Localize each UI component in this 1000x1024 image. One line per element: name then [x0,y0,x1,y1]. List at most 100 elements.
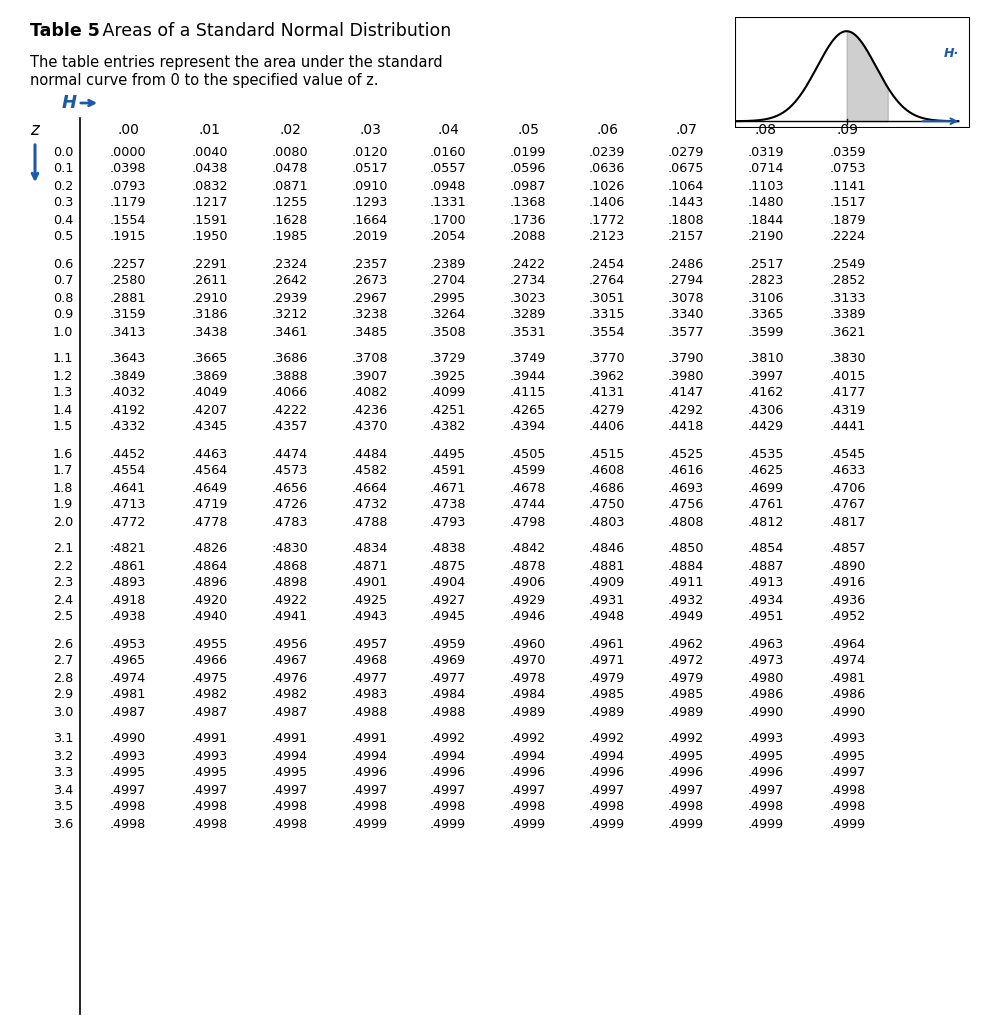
Text: .4582: .4582 [352,465,388,477]
Text: .4995: .4995 [748,750,784,763]
Text: .1915: .1915 [110,230,146,244]
Text: .2291: .2291 [192,257,228,270]
Text: 1.4: 1.4 [53,403,73,417]
Text: .4306: .4306 [748,403,784,417]
Text: .0714: .0714 [748,163,784,175]
Text: .1985: .1985 [272,230,308,244]
Text: .0160: .0160 [430,145,466,159]
Text: 0.5: 0.5 [53,230,73,244]
Text: .2881: .2881 [110,292,146,304]
Text: .0319: .0319 [748,145,784,159]
Text: .4982: .4982 [272,688,308,701]
Text: .4962: .4962 [668,638,704,650]
Text: .4957: .4957 [352,638,388,650]
Text: .3508: .3508 [430,326,466,339]
Text: .4967: .4967 [272,654,308,668]
Text: .4671: .4671 [430,481,466,495]
Text: 2.5: 2.5 [53,610,73,624]
Text: 3.2: 3.2 [53,750,73,763]
Text: .4996: .4996 [589,767,625,779]
Text: .3023: .3023 [510,292,546,304]
Text: 2.3: 2.3 [53,577,73,590]
Text: .4370: .4370 [352,421,388,433]
Text: .4998: .4998 [110,817,146,830]
Text: .0871: .0871 [272,179,308,193]
Text: .4713: .4713 [110,499,146,512]
Text: .4996: .4996 [510,767,546,779]
Text: .4936: .4936 [830,594,866,606]
Text: .0557: .0557 [430,163,466,175]
Text: .4985: .4985 [668,688,704,701]
Text: .4292: .4292 [668,403,704,417]
Text: .2734: .2734 [510,274,546,288]
Text: .4192: .4192 [110,403,146,417]
Text: .2995: .2995 [430,292,466,304]
Text: .3212: .3212 [272,308,308,322]
Text: .4940: .4940 [192,610,228,624]
Text: .3599: .3599 [748,326,784,339]
Text: .4608: .4608 [589,465,625,477]
Text: .4999: .4999 [668,817,704,830]
Text: .4898: .4898 [272,577,308,590]
Text: .4750: .4750 [589,499,625,512]
Text: .4319: .4319 [830,403,866,417]
Text: .4066: .4066 [272,386,308,399]
Text: .2939: .2939 [272,292,308,304]
Text: .4951: .4951 [748,610,784,624]
Text: .1141: .1141 [830,179,866,193]
Text: .4990: .4990 [830,706,866,719]
Text: z: z [30,121,39,139]
Text: .4732: .4732 [352,499,388,512]
Text: .1517: .1517 [830,197,866,210]
Text: 3.5: 3.5 [53,801,73,813]
Text: .4979: .4979 [589,672,625,684]
Text: .0910: .0910 [352,179,388,193]
Text: .0478: .0478 [272,163,308,175]
Text: .3413: .3413 [110,326,146,339]
Text: .4998: .4998 [589,801,625,813]
Text: .4808: .4808 [668,515,704,528]
Text: .4878: .4878 [510,559,546,572]
Text: Table 5: Table 5 [30,22,100,40]
Text: H: H [62,94,77,112]
Text: .4265: .4265 [510,403,546,417]
Text: .1772: .1772 [589,213,625,226]
Text: 1.1: 1.1 [53,352,73,366]
Text: .4966: .4966 [192,654,228,668]
Text: .0199: .0199 [510,145,546,159]
Text: .4972: .4972 [668,654,704,668]
Text: .2611: .2611 [192,274,228,288]
Text: .4554: .4554 [110,465,146,477]
Text: .4767: .4767 [830,499,866,512]
Text: .4778: .4778 [192,515,228,528]
Text: .4997: .4997 [272,783,308,797]
Text: .4999: .4999 [430,817,466,830]
Text: .4993: .4993 [748,732,784,745]
Text: .4641: .4641 [110,481,146,495]
Text: 1.3: 1.3 [53,386,73,399]
Text: .4998: .4998 [110,801,146,813]
Text: .1443: .1443 [668,197,704,210]
Text: .08: .08 [755,123,777,137]
Text: .1591: .1591 [192,213,228,226]
Text: .00: .00 [117,123,139,137]
Text: .4997: .4997 [830,767,866,779]
Text: .4999: .4999 [830,817,866,830]
Text: .4989: .4989 [510,706,546,719]
Text: .4948: .4948 [589,610,625,624]
Text: .4996: .4996 [352,767,388,779]
Text: .3106: .3106 [748,292,784,304]
Text: .4222: .4222 [272,403,308,417]
Text: .4978: .4978 [510,672,546,684]
Text: .4887: .4887 [748,559,784,572]
Text: .4082: .4082 [352,386,388,399]
Text: .4998: .4998 [748,801,784,813]
Text: .4162: .4162 [748,386,784,399]
Text: .4992: .4992 [430,732,466,745]
Text: .4918: .4918 [110,594,146,606]
Text: .4989: .4989 [589,706,625,719]
Text: .0359: .0359 [830,145,866,159]
Text: .4838: .4838 [430,543,466,555]
Text: .4099: .4099 [430,386,466,399]
Text: .2764: .2764 [589,274,625,288]
